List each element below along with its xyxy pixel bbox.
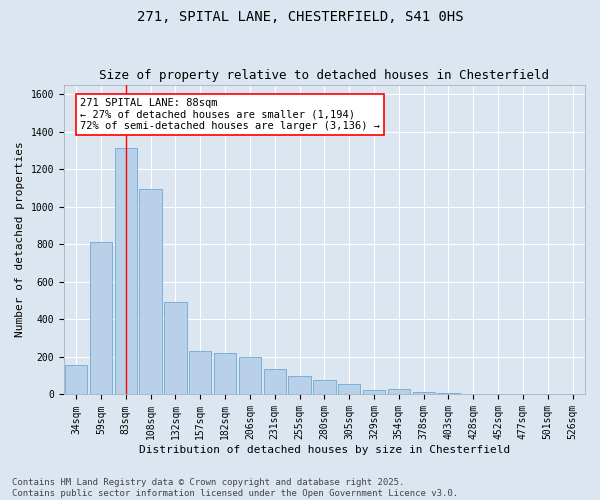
Bar: [289, 376, 311, 394]
Bar: [90, 242, 112, 394]
X-axis label: Distribution of detached houses by size in Chesterfield: Distribution of detached houses by size …: [139, 445, 510, 455]
Bar: [65, 366, 88, 394]
Bar: [115, 148, 137, 394]
Bar: [164, 302, 187, 394]
Y-axis label: Number of detached properties: Number of detached properties: [15, 142, 25, 338]
Bar: [214, 353, 236, 395]
Bar: [413, 392, 435, 394]
Bar: [363, 390, 385, 394]
Bar: [263, 369, 286, 394]
Bar: [313, 380, 335, 394]
Text: Contains HM Land Registry data © Crown copyright and database right 2025.
Contai: Contains HM Land Registry data © Crown c…: [12, 478, 458, 498]
Bar: [437, 393, 460, 394]
Bar: [388, 389, 410, 394]
Bar: [189, 352, 211, 395]
Text: 271, SPITAL LANE, CHESTERFIELD, S41 0HS: 271, SPITAL LANE, CHESTERFIELD, S41 0HS: [137, 10, 463, 24]
Title: Size of property relative to detached houses in Chesterfield: Size of property relative to detached ho…: [100, 69, 550, 82]
Text: 271 SPITAL LANE: 88sqm
← 27% of detached houses are smaller (1,194)
72% of semi-: 271 SPITAL LANE: 88sqm ← 27% of detached…: [80, 98, 380, 131]
Bar: [239, 357, 261, 395]
Bar: [338, 384, 361, 394]
Bar: [139, 189, 162, 394]
